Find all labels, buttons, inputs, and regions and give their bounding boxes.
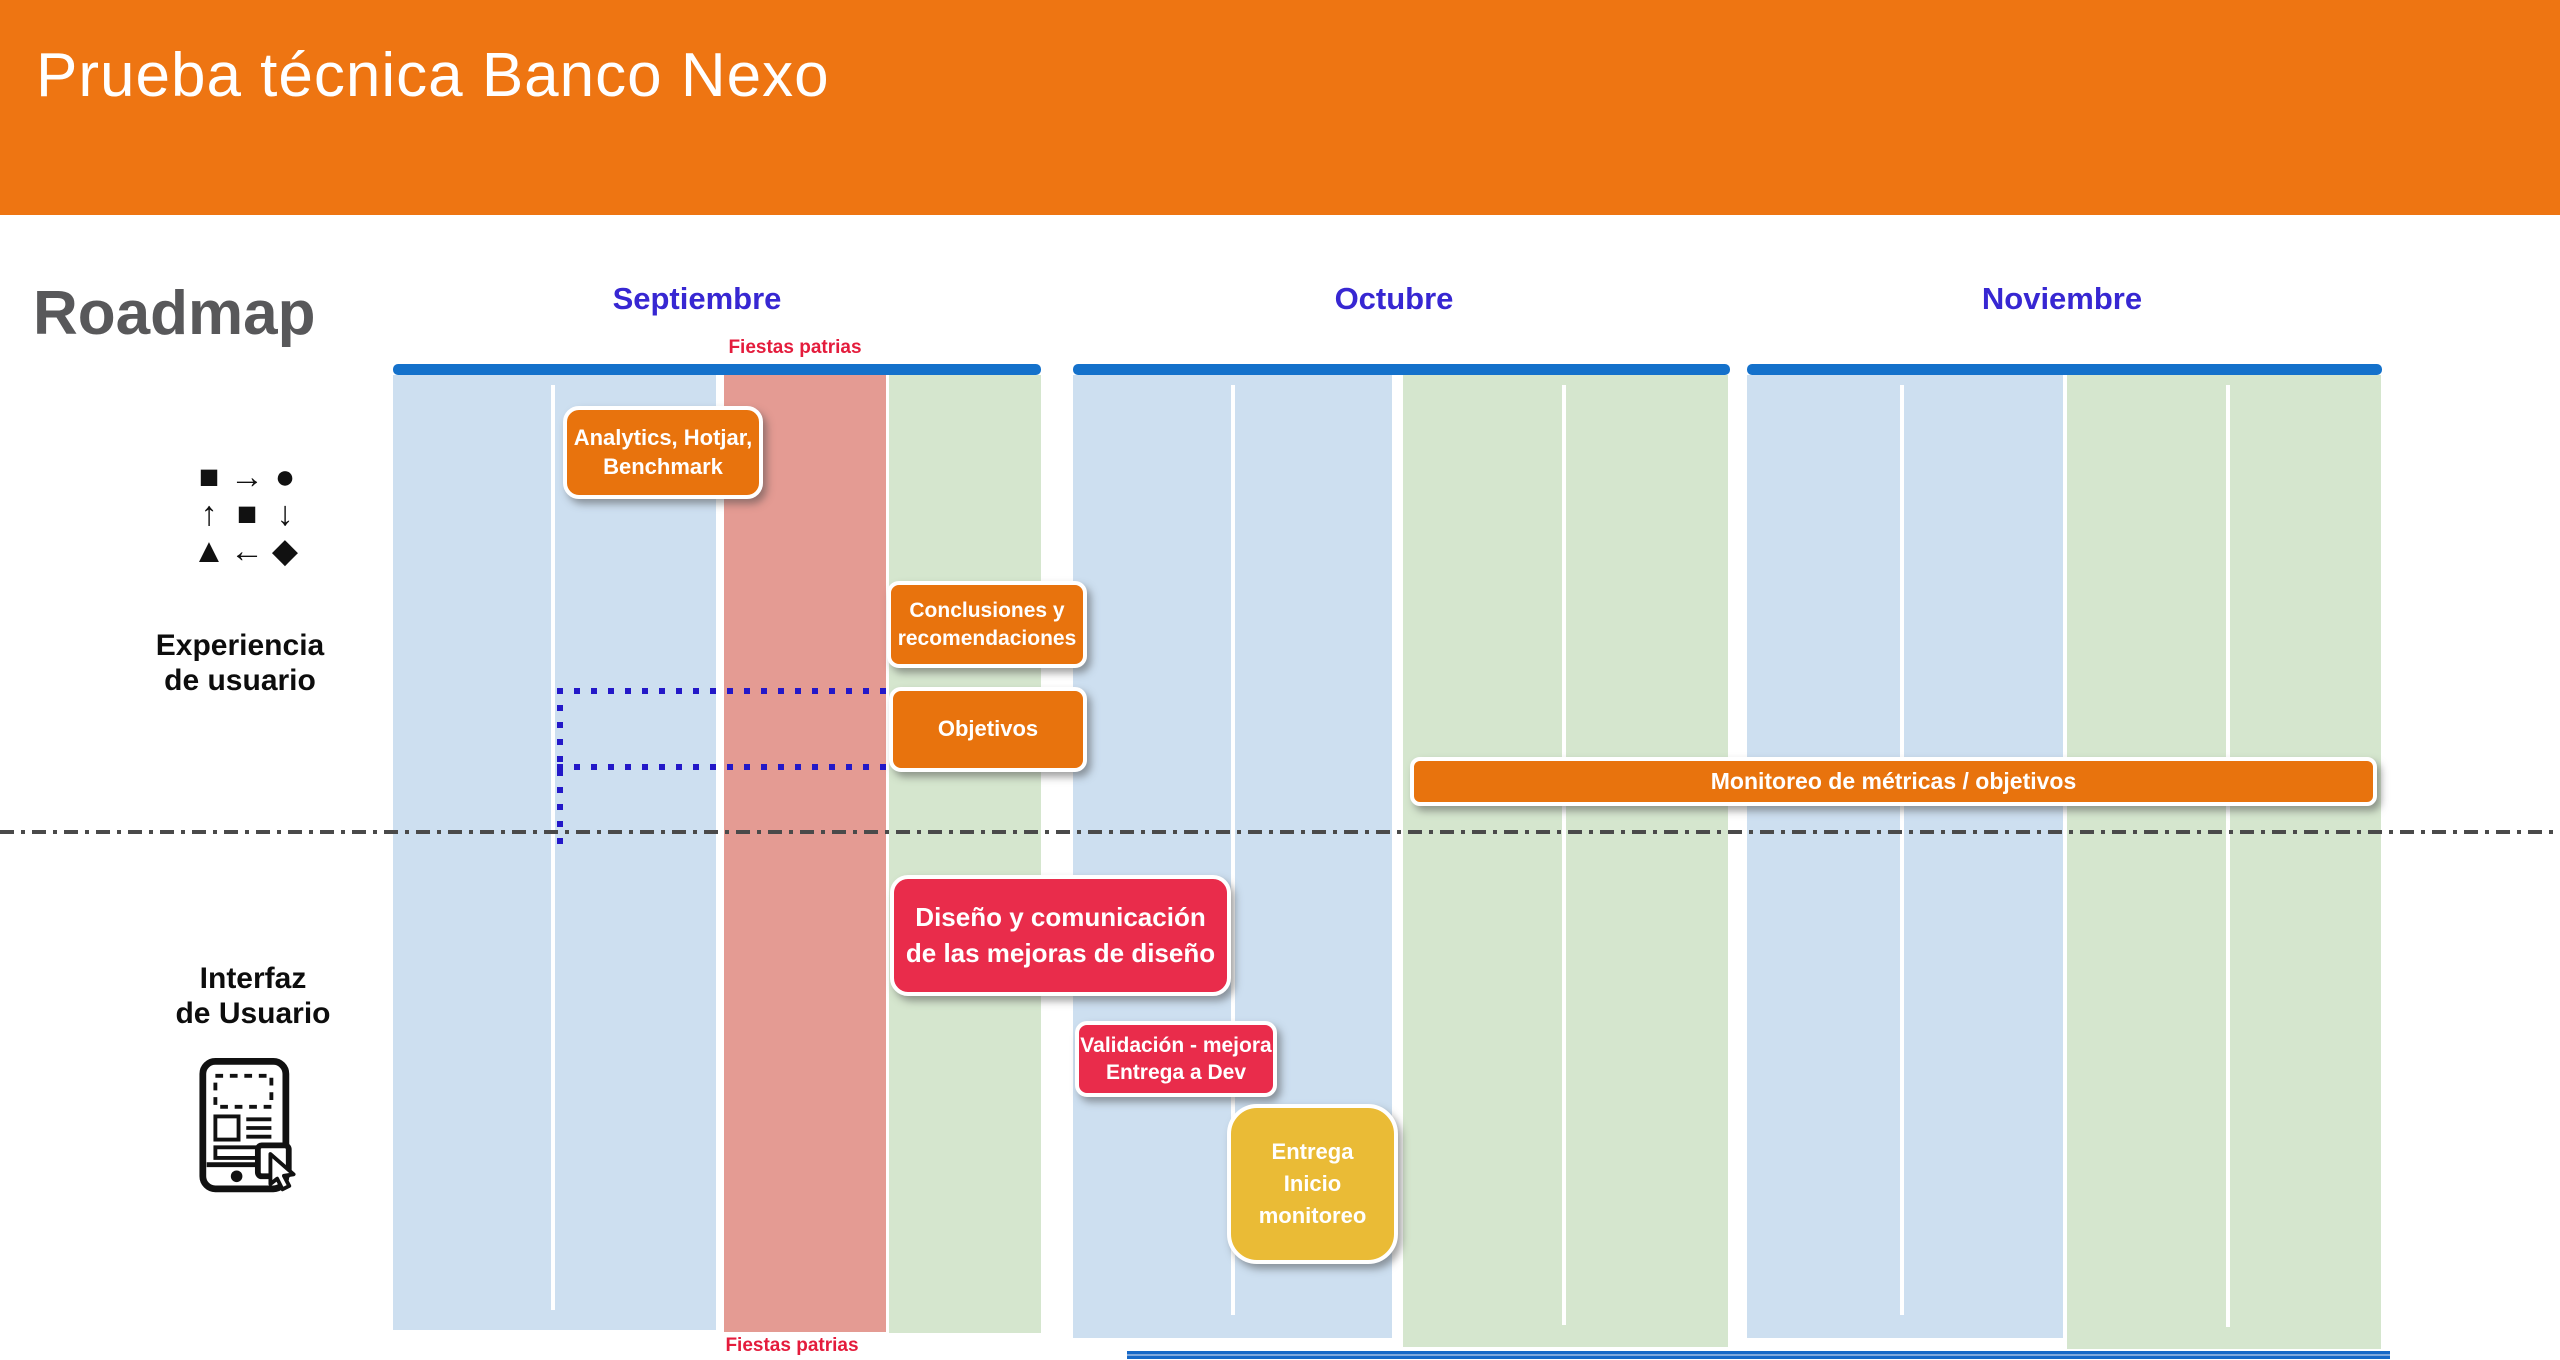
week-divider [1231, 385, 1235, 1315]
timeline-bar-noviembre [1747, 364, 2382, 375]
shape-triangle-icon: ▲ [192, 531, 226, 570]
band-septiembre-holiday-week [724, 375, 886, 1332]
row-label-interfaz-usuario: Interfaz de Usuario [103, 961, 403, 1032]
shape-square-icon: ■ [236, 494, 258, 533]
holiday-label-bottom: Fiestas patrias [725, 1335, 859, 1356]
event-validacion-mejora-entrega-dev[interactable]: Validación - mejora Entrega a Dev [1075, 1021, 1277, 1097]
event-conclusiones-recomendaciones[interactable]: Conclusiones y recomendaciones [887, 581, 1087, 668]
row-divider-dashdot-line [0, 830, 2560, 834]
arrow-left-icon: ← [230, 531, 264, 570]
event-diseno-comunicacion-mejoras[interactable]: Diseño y comunicación de las mejoras de … [890, 875, 1231, 996]
event-text-line: Monitoreo de métricas / objetivos [1710, 767, 2077, 794]
row-label-line: de usuario [164, 664, 316, 698]
week-divider [2226, 385, 2230, 1327]
event-text-line: Inicio [1283, 1171, 1342, 1197]
week-divider [1900, 385, 1904, 1315]
event-text-line: recomendaciones [897, 626, 1077, 650]
timeline-bar-octubre [1073, 364, 1730, 375]
event-monitoreo-metricas-objetivos[interactable]: Monitoreo de métricas / objetivos [1410, 757, 2377, 806]
arrow-right-icon: → [230, 457, 264, 496]
event-text-line: Benchmark [603, 453, 723, 479]
row-label-line: Experiencia [155, 629, 325, 662]
month-label-septiembre: Septiembre [612, 281, 782, 316]
ui-tablet-icon [198, 1054, 310, 1207]
timeline-bar-septiembre [393, 364, 1041, 375]
week-divider [551, 385, 555, 1310]
event-text-line: Analytics, Hotjar, [573, 424, 753, 450]
month-label-noviembre: Noviembre [1981, 281, 2143, 316]
month-label-octubre: Octubre [1334, 281, 1454, 316]
event-text-line: Diseño y comunicación [915, 902, 1206, 933]
event-entrega-inicio-monitoreo[interactable]: Entrega Inicio monitoreo [1227, 1104, 1398, 1264]
shape-diamond-icon: ◆ [271, 531, 299, 570]
event-text-line: Entrega [1271, 1139, 1354, 1165]
row-label-line: Interfaz [199, 962, 307, 995]
dotted-rect-right-edge [557, 770, 563, 852]
row-label-experiencia-usuario: Experiencia de usuario [90, 628, 390, 699]
arrow-up-icon: ↑ [200, 494, 218, 533]
shape-square-icon: ■ [198, 457, 220, 496]
event-objetivos[interactable]: Objetivos [889, 687, 1087, 772]
event-text-line: de las mejoras de diseño [905, 937, 1216, 968]
slide-title: Prueba técnica Banco Nexo [36, 41, 830, 110]
event-text-line: Validación - mejora [1080, 1033, 1272, 1057]
week-divider [1562, 385, 1566, 1325]
event-text-line: Conclusiones y [909, 599, 1065, 623]
shape-circle-icon: ● [274, 457, 296, 496]
band-noviembre-weeks-3-4 [2067, 375, 2381, 1349]
section-title: Roadmap [33, 279, 316, 348]
band-septiembre-week-4 [889, 375, 1041, 1333]
ux-shapes-icon: ■ → ● ↑ ■ ↓ ▲ ← ◆ [190, 458, 304, 569]
bottom-timeline-line [1127, 1351, 2390, 1359]
dotted-rect-bottom-edge [557, 764, 947, 770]
dotted-outline-rect [557, 688, 947, 852]
event-analytics-hotjar-benchmark[interactable]: Analytics, Hotjar, Benchmark [563, 406, 763, 499]
event-text-line: Entrega a Dev [1105, 1061, 1247, 1084]
dotted-rect-top-edge [557, 688, 947, 694]
dotted-rect-left-edge [557, 688, 563, 770]
event-text-line: monitoreo [1258, 1202, 1367, 1228]
arrow-down-icon: ↓ [276, 494, 294, 533]
event-text-line: Objetivos [937, 716, 1039, 742]
band-noviembre-weeks-1-2 [1747, 375, 2063, 1338]
row-label-line: de Usuario [175, 997, 331, 1031]
holiday-label-top: Fiestas patrias [728, 337, 862, 358]
slide-header: Prueba técnica Banco Nexo [0, 0, 2560, 215]
